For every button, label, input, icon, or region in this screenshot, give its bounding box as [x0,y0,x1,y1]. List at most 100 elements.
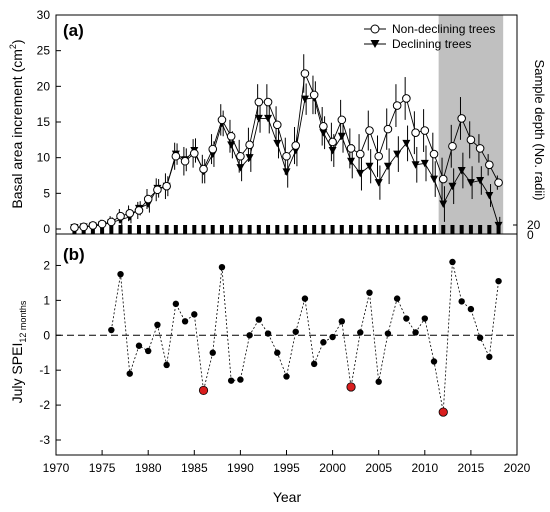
spei-point [366,289,373,296]
legend-declining-marker [370,40,380,48]
non-declining-point [171,151,181,161]
non-declining-point [328,137,337,147]
spei-point [393,295,401,302]
non-declining-series-markers [70,69,503,232]
sample-depth-bar [118,225,123,234]
non-declining-point [125,209,135,218]
non-declining-point [199,164,208,174]
spei-point [301,295,309,302]
y-tick-label: -1 [39,363,50,377]
spei-point [218,264,226,271]
y-tick-label: 25 [37,44,51,58]
declining-point [466,179,475,187]
sample-depth-bar [496,225,501,234]
sample-depth-bar [422,225,427,234]
non-declining-point [494,178,503,187]
non-declining-point [88,221,98,230]
sample-depth-bar [432,225,437,234]
sample-depth-bar [201,225,206,234]
declining-point [254,114,263,123]
spei-point [154,321,161,328]
declining-point [476,176,485,185]
declining-point [236,164,245,172]
sample-depth-bar [266,225,271,234]
non-declining-point [190,149,199,158]
declining-point [383,162,392,171]
sample-depth-bar [100,225,105,234]
spei-point [403,315,410,322]
declining-point [494,221,503,230]
declining-point [328,147,337,155]
x-tick-label: 1990 [227,461,254,475]
declining-point [347,157,356,166]
declining-point [300,95,309,104]
non-declining-point [153,185,162,195]
x-tick-label: 1970 [43,461,70,475]
sample-depth-bar [302,225,307,234]
y-tick-label: 10 [37,151,51,165]
non-declining-point [365,126,374,135]
non-declining-point [485,160,494,170]
panel-a-error-bars [72,54,501,229]
y-tick-label: 5 [43,186,50,200]
spei-point [310,360,318,368]
sample-depth-bar [275,225,280,234]
declining-point [485,191,494,200]
declining-point [374,179,383,187]
y2-tick-label: 20 [527,218,541,232]
non-declining-point [402,94,411,103]
panel-a-shaded-region [438,15,504,234]
spei-point [320,339,327,346]
sample-depth-bar [238,225,243,234]
x-tick-label: 2010 [411,461,438,475]
non-declining-point [245,140,254,150]
non-declining-point [355,149,365,159]
sample-depth-bar [284,225,289,234]
non-declining-point [392,101,402,110]
y-tick-label: 15 [37,115,51,129]
legend: Non-declining trees Declining trees [364,22,495,51]
non-declining-point [466,135,476,145]
sample-depth-bar [109,225,114,234]
declining-point [319,129,328,137]
spei-point-highlighted [198,385,209,396]
spei-point [495,277,502,285]
panel-b-frame [55,233,518,456]
non-declining-point [448,141,457,151]
spei-point-highlighted [346,382,356,392]
non-declining-point [438,174,448,184]
spei-point [421,315,428,322]
sample-depth-bar [312,225,317,234]
declining-point [282,168,291,176]
spei-point [227,377,235,384]
spei-point [145,347,152,355]
non-declining-point [79,222,88,232]
spei-point [264,330,272,337]
sample-depth-bar [376,225,381,234]
spei-point [357,329,364,336]
non-declining-point [116,211,125,221]
sample-depth-bar [330,225,335,234]
legend-declining-label: Declining trees [392,37,471,51]
declining-point [411,161,420,169]
x-tick-label: 1975 [89,461,116,475]
sample-depth-bar [321,225,326,234]
sample-depth-bar [404,225,409,234]
declining-point [457,167,466,175]
spei-point [338,318,346,325]
non-declining-point [254,97,264,107]
non-declining-point [272,120,282,130]
spei-series-markers [108,258,502,417]
y-tick-label: 0 [43,328,50,342]
y-tick-label: -3 [39,433,50,447]
non-declining-point [143,194,153,204]
sample-depth-bar [478,225,483,234]
spei-point [430,358,438,365]
non-declining-point [282,151,291,161]
non-declining-point [107,217,116,227]
sample-depth-bar [358,225,363,234]
non-declining-point [475,144,485,153]
sample-depth-bar [349,225,354,234]
